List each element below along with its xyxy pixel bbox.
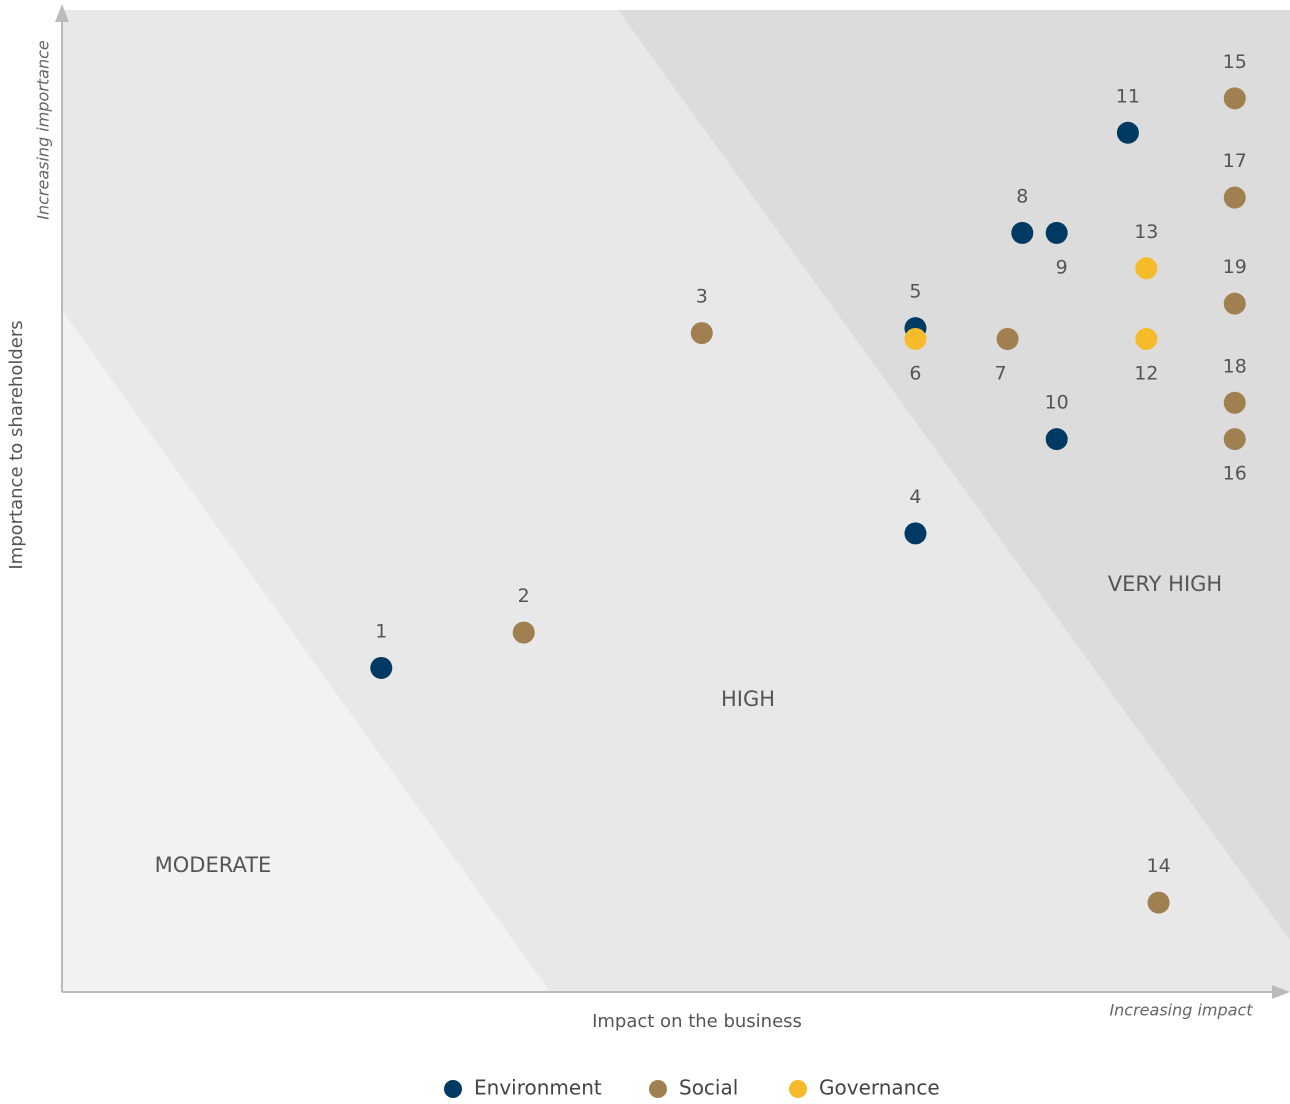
point-label: 2: [518, 585, 530, 607]
point-label: 17: [1223, 150, 1247, 172]
y-axis-label: Importance to shareholders: [6, 320, 27, 569]
data-point: [370, 656, 393, 679]
point-label: 12: [1134, 362, 1158, 384]
x-axis-arrow: [1272, 985, 1290, 999]
data-point: [690, 322, 713, 345]
point-label: 5: [909, 281, 921, 303]
zone-very-high-area: [618, 10, 1290, 940]
legend-marker: [649, 1080, 667, 1098]
point-label: 4: [909, 486, 921, 508]
x-axis-note: Increasing impact: [1109, 1001, 1253, 1020]
zone-moderate-area: [62, 310, 550, 992]
data-point: [512, 621, 535, 644]
y-axis-note: Increasing importance: [34, 40, 53, 220]
data-point: [904, 522, 927, 545]
data-point: [996, 327, 1019, 350]
data-point: [1045, 428, 1068, 451]
data-point: [904, 327, 927, 350]
legend-marker: [789, 1080, 807, 1098]
point-label: 10: [1045, 392, 1069, 414]
zone-label: MODERATE: [155, 853, 272, 877]
legend-label: Social: [679, 1076, 738, 1100]
point-label: 15: [1223, 51, 1247, 73]
data-point: [1223, 87, 1246, 110]
data-point: [1135, 257, 1158, 280]
point-label: 3: [696, 286, 708, 308]
data-point: [1223, 391, 1246, 414]
legend-label: Governance: [819, 1076, 940, 1100]
data-point: [1223, 292, 1246, 315]
zone-label: VERY HIGH: [1108, 572, 1222, 596]
point-label: 13: [1134, 221, 1158, 243]
legend-label: Environment: [474, 1076, 602, 1100]
point-label: 14: [1147, 855, 1171, 877]
point-label: 6: [909, 362, 921, 384]
data-point: [1223, 186, 1246, 209]
x-axis-label: Impact on the business: [592, 1011, 802, 1032]
y-axis-arrow: [55, 4, 69, 22]
point-label: 7: [995, 362, 1007, 384]
data-point: [1011, 221, 1034, 244]
data-point: [1116, 121, 1139, 144]
legend-marker: [444, 1080, 462, 1098]
point-label: 18: [1223, 355, 1247, 377]
point-label: 9: [1056, 256, 1068, 278]
point-label: 11: [1116, 85, 1140, 107]
data-point: [1223, 428, 1246, 451]
point-label: 19: [1223, 256, 1247, 278]
zone-label: HIGH: [721, 687, 775, 711]
data-point: [1045, 221, 1068, 244]
data-point: [1135, 327, 1158, 350]
point-label: 16: [1223, 463, 1247, 485]
point-label: 1: [375, 620, 387, 642]
data-point: [1147, 891, 1170, 914]
point-label: 8: [1016, 185, 1028, 207]
